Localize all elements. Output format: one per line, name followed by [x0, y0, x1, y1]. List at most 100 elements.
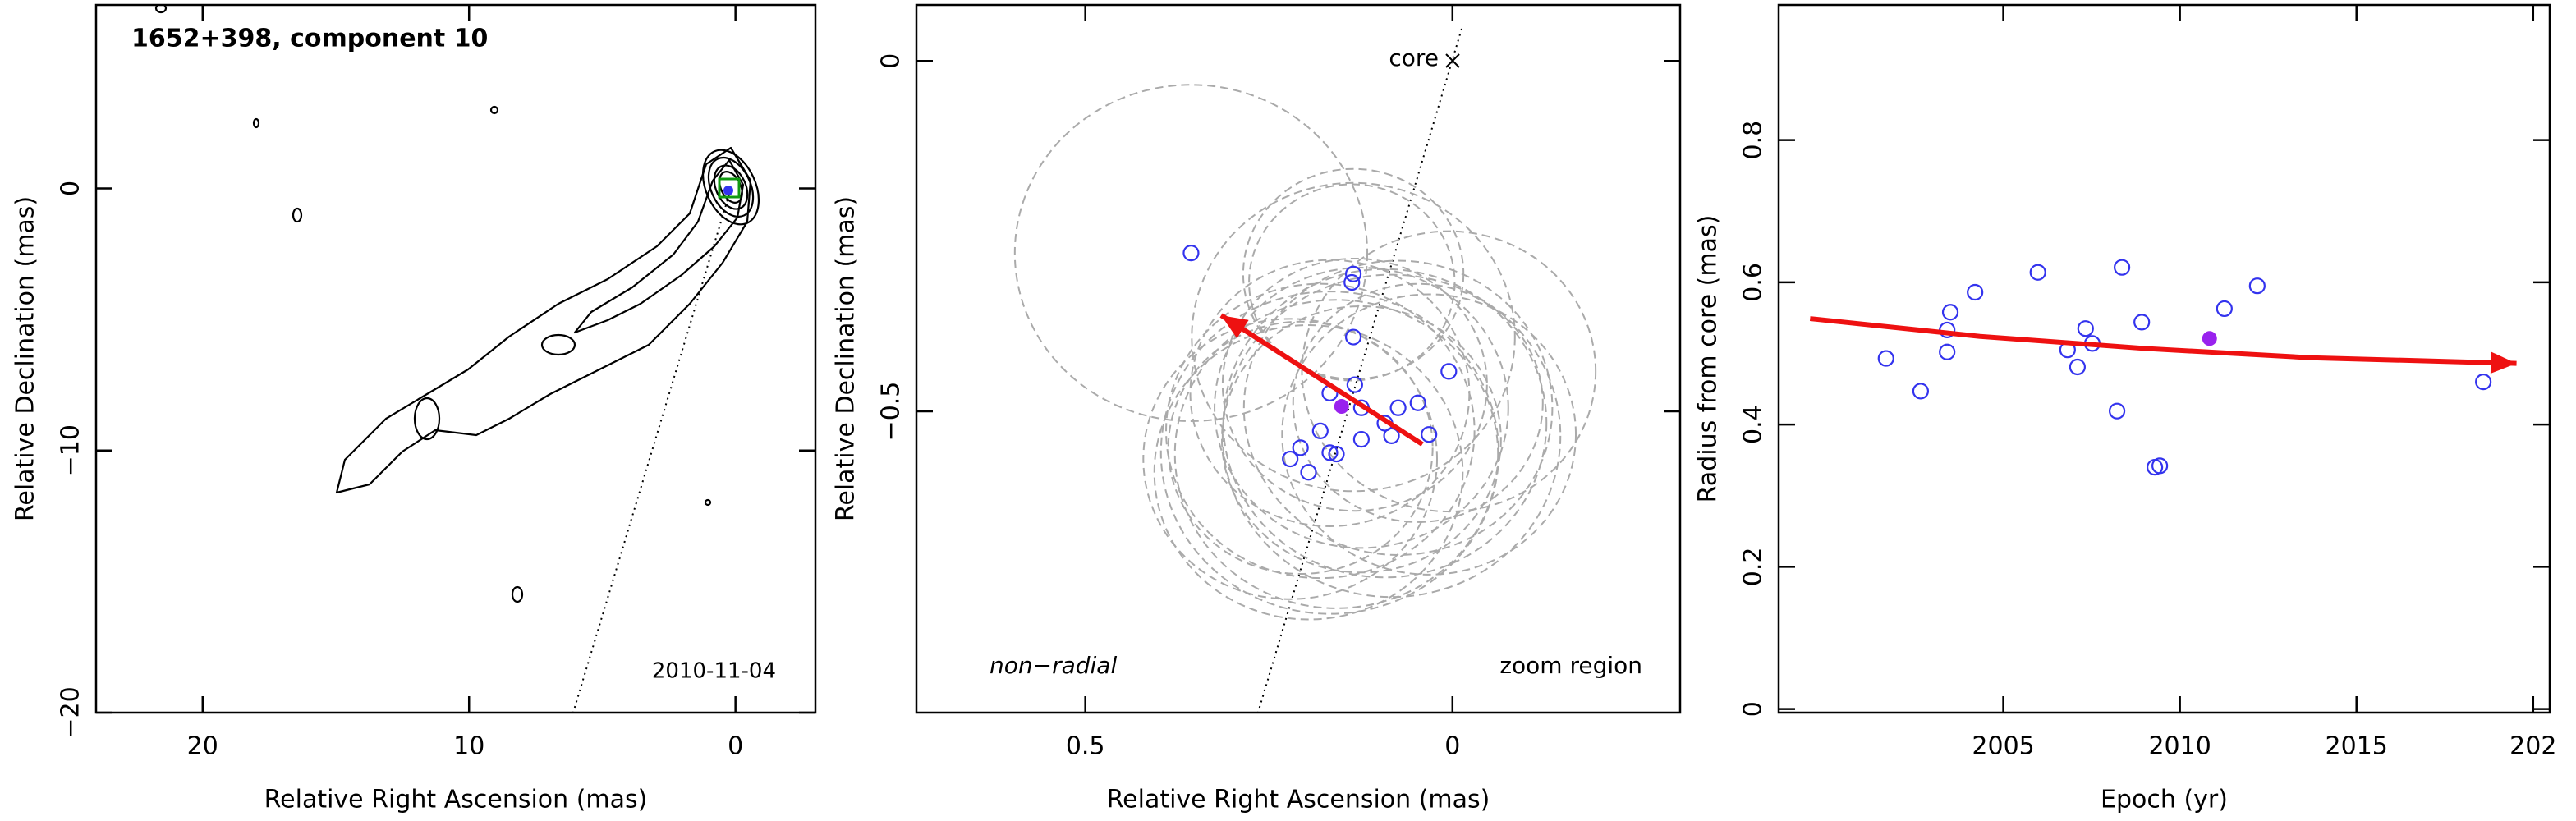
point — [1877, 350, 1894, 367]
frame — [1777, 3, 2551, 714]
contour — [704, 498, 712, 507]
error-circle — [1167, 320, 1434, 576]
point — [2133, 314, 2151, 331]
x-axis-label: Relative Right Ascension (mas) — [264, 786, 648, 814]
error-circle — [1292, 282, 1544, 523]
frame — [94, 3, 817, 714]
x-tick-label: 2010 — [2148, 732, 2211, 761]
point — [1343, 273, 1361, 291]
point — [1939, 343, 1956, 360]
y-tick-label: 0 — [1739, 701, 1768, 717]
contour — [540, 333, 576, 356]
annotation: non−radial — [990, 652, 1117, 679]
core-label: core — [1389, 44, 1439, 71]
direction-line — [1257, 28, 1462, 713]
point — [1344, 265, 1362, 282]
error-circle — [1222, 268, 1548, 579]
arrow-head — [1221, 315, 1249, 339]
y-tick-label: −0.5 — [877, 382, 906, 442]
contour — [292, 207, 303, 223]
arrow-line — [1219, 313, 1424, 447]
x-axis-label: Relative Right Ascension (mas) — [1107, 786, 1490, 814]
point — [1346, 376, 1363, 393]
component-box — [718, 177, 741, 199]
error-circle — [1214, 267, 1509, 549]
point — [2475, 374, 2492, 391]
y-tick-label: −10 — [57, 424, 85, 476]
contour — [713, 164, 749, 210]
error-circle — [1165, 282, 1476, 580]
y-axis-label: Relative Declination (mas) — [832, 196, 861, 521]
error-circle — [1153, 324, 1464, 621]
x-axis-label: Epoch (yr) — [2101, 786, 2228, 814]
point — [2077, 320, 2094, 337]
point — [1912, 383, 1930, 400]
point — [1311, 422, 1329, 440]
point — [1182, 245, 1200, 262]
point — [1967, 283, 1984, 301]
x-tick-label: 0.5 — [1066, 732, 1105, 761]
error-circle — [1221, 273, 1562, 599]
point — [1328, 445, 1345, 463]
highlight-point — [1334, 399, 1349, 415]
error-circle — [1191, 181, 1516, 493]
point — [1421, 426, 1438, 443]
y-tick-label: 0.6 — [1739, 263, 1768, 302]
y-tick-label: 0.4 — [1739, 405, 1768, 444]
component-marker — [723, 186, 733, 195]
point — [2029, 264, 2046, 281]
point — [1440, 363, 1458, 380]
x-tick-label: 2015 — [2326, 732, 2388, 761]
annotation: zoom region — [1499, 652, 1642, 679]
zoom-layer — [1257, 28, 1462, 713]
point — [1344, 328, 1362, 346]
core-marker — [1445, 53, 1460, 68]
point — [1300, 464, 1317, 481]
point — [1389, 399, 1407, 416]
panel-title: 1652+398, component 10 — [131, 25, 488, 53]
point — [2108, 402, 2126, 420]
error-circle — [1248, 183, 1456, 382]
arrow-head — [2490, 351, 2517, 374]
point — [2069, 358, 2087, 376]
point — [1352, 431, 1371, 448]
x-tick-label: 20 — [187, 732, 218, 761]
point — [1383, 427, 1400, 444]
direction-line — [572, 188, 732, 713]
plot-layer — [1809, 259, 2517, 476]
contour — [707, 156, 755, 218]
point — [2248, 277, 2266, 295]
epoch-label: 2010-11-04 — [652, 659, 776, 684]
y-tick-label: 0 — [877, 53, 906, 69]
core-cross — [1445, 53, 1460, 68]
contour-map — [154, 5, 760, 713]
contour — [511, 585, 524, 603]
contour — [413, 397, 441, 441]
x-tick-label: 202 — [2509, 732, 2556, 761]
contour — [252, 117, 260, 129]
point — [1409, 394, 1426, 411]
contour — [489, 105, 499, 115]
x-tick-label: 0 — [728, 732, 743, 761]
arrow-line — [1809, 316, 2517, 366]
x-tick-label: 2005 — [1972, 732, 2034, 761]
point — [1292, 439, 1309, 456]
error-circle — [1242, 167, 1465, 380]
point — [1321, 444, 1339, 461]
y-axis-label: Radius from core (mas) — [1694, 215, 1723, 503]
error-circle — [1013, 84, 1369, 422]
highlight-point — [2202, 331, 2217, 346]
contour — [154, 5, 168, 14]
y-tick-label: 0.2 — [1739, 548, 1768, 587]
contour — [701, 149, 760, 226]
x-tick-label: 0 — [1444, 732, 1460, 761]
point — [2151, 457, 2169, 475]
error-circle — [1159, 291, 1500, 615]
y-tick-label: −20 — [57, 686, 85, 738]
error-circle — [1221, 305, 1502, 574]
error-circle — [1221, 257, 1488, 512]
point — [2113, 259, 2131, 276]
y-tick-label: 0.8 — [1739, 121, 1768, 160]
point — [1282, 450, 1299, 468]
error-circle — [1281, 293, 1577, 576]
